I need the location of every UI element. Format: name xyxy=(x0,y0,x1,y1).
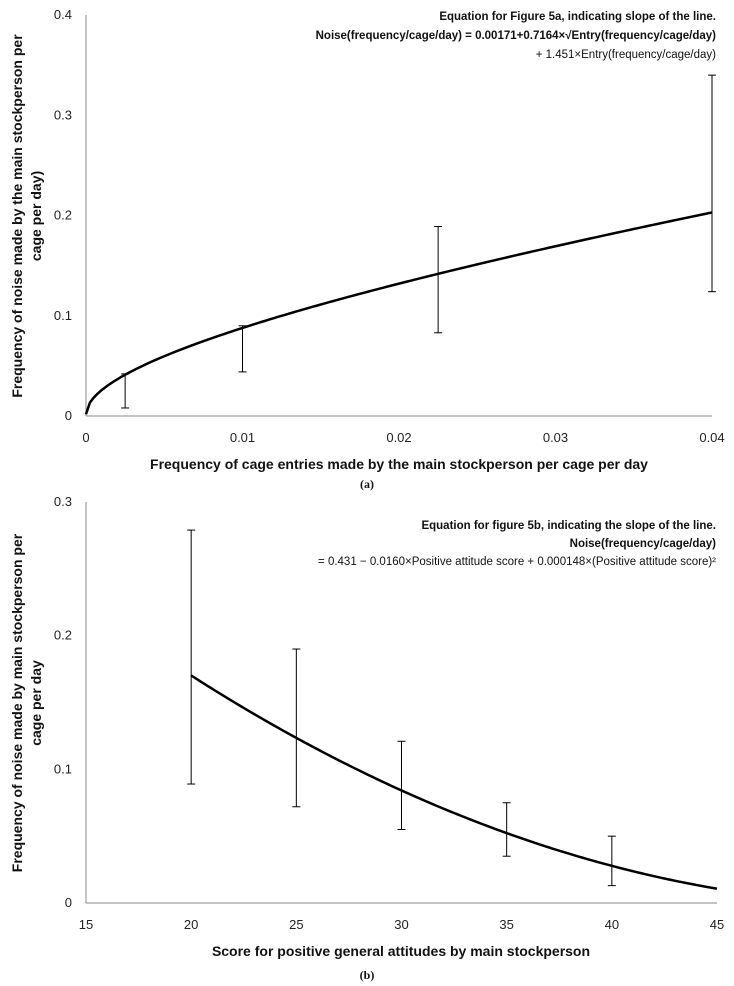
chart-b-y-ticks: 0 0.1 0.2 0.3 xyxy=(54,494,72,910)
y-tick-label: 0.1 xyxy=(54,308,72,323)
x-tick-label: 0 xyxy=(82,430,89,445)
chart-a-equation-line-1: Noise(frequency/cage/day) = 0.00171+0.71… xyxy=(316,29,717,42)
chart-b-x-axis-label: Score for positive general attitudes by … xyxy=(212,943,590,959)
chart-b-x-ticks: 15 20 25 30 35 40 45 xyxy=(79,917,724,932)
x-tick-label: 30 xyxy=(394,917,408,932)
chart-a-y-ticks: 0 0.1 0.2 0.3 0.4 xyxy=(54,7,72,423)
y-tick-label: 0.2 xyxy=(54,208,72,223)
chart-b-error-bars xyxy=(187,529,616,887)
error-bar xyxy=(502,802,511,857)
chart-b-equation-heading: Equation for figure 5b, indicating the s… xyxy=(421,520,716,532)
chart-b-y-axis-label-line-1: Frequency of noise made by main stockper… xyxy=(9,533,25,872)
error-bar xyxy=(607,835,616,887)
chart-a-fitted-line xyxy=(84,211,713,415)
chart-b: 0 0.1 0.2 0.3 15 20 25 30 35 40 45 Equation for f… xyxy=(9,494,724,982)
x-tick-label: 0.01 xyxy=(230,430,255,445)
x-tick-label: 0.03 xyxy=(543,430,568,445)
error-bar xyxy=(238,325,247,373)
x-tick-label: 0.04 xyxy=(699,430,724,445)
error-bar xyxy=(121,373,130,409)
chart-a-equation-line-2: + 1.451×Entry(frequency/cage/day) xyxy=(536,49,716,61)
error-bar xyxy=(292,648,301,808)
chart-a-caption: (a) xyxy=(360,477,374,491)
chart-a-x-axis-label: Frequency of cage entries made by the ma… xyxy=(150,456,648,472)
error-bar xyxy=(708,74,716,293)
chart-b-caption: (b) xyxy=(360,968,375,982)
chart-a-x-ticks: 0 0.01 0.02 0.03 0.04 xyxy=(82,430,724,445)
chart-b-fitted-line xyxy=(190,674,718,890)
y-tick-label: 0 xyxy=(65,408,72,423)
x-tick-label: 45 xyxy=(710,917,724,932)
x-tick-label: 0.02 xyxy=(386,430,411,445)
y-tick-label: 0 xyxy=(65,895,72,910)
chart-b-y-axis-label-line-2: cage per day xyxy=(28,660,44,746)
x-tick-label: 20 xyxy=(184,917,198,932)
y-tick-label: 0.3 xyxy=(54,494,72,509)
x-tick-label: 25 xyxy=(289,917,303,932)
chart-a-y-axis-label-line-1: Frequency of noise made by the main stoc… xyxy=(9,34,25,398)
x-tick-label: 35 xyxy=(499,917,513,932)
y-tick-label: 0.3 xyxy=(54,107,72,122)
chart-b-equation-line-2: = 0.431 − 0.0160×Positive attitude score… xyxy=(318,556,716,568)
error-bar xyxy=(434,226,443,334)
error-bar xyxy=(397,740,406,830)
chart-a-equation-heading: Equation for Figure 5a, indicating slope… xyxy=(439,11,716,23)
x-tick-label: 15 xyxy=(79,917,93,932)
y-tick-label: 0.2 xyxy=(54,628,72,643)
chart-b-equation-line-1: Noise(frequency/cage/day) xyxy=(570,538,717,550)
chart-a-error-bars xyxy=(121,74,716,409)
y-tick-label: 0.1 xyxy=(54,761,72,776)
y-tick-label: 0.4 xyxy=(54,7,72,22)
x-tick-label: 40 xyxy=(605,917,619,932)
chart-a: 0 0.1 0.2 0.3 0.4 0 0.01 0.02 0.03 0.04 Equation… xyxy=(9,7,725,491)
error-bar xyxy=(187,529,196,785)
chart-a-y-axis-label-line-2: cage per day) xyxy=(28,171,44,261)
